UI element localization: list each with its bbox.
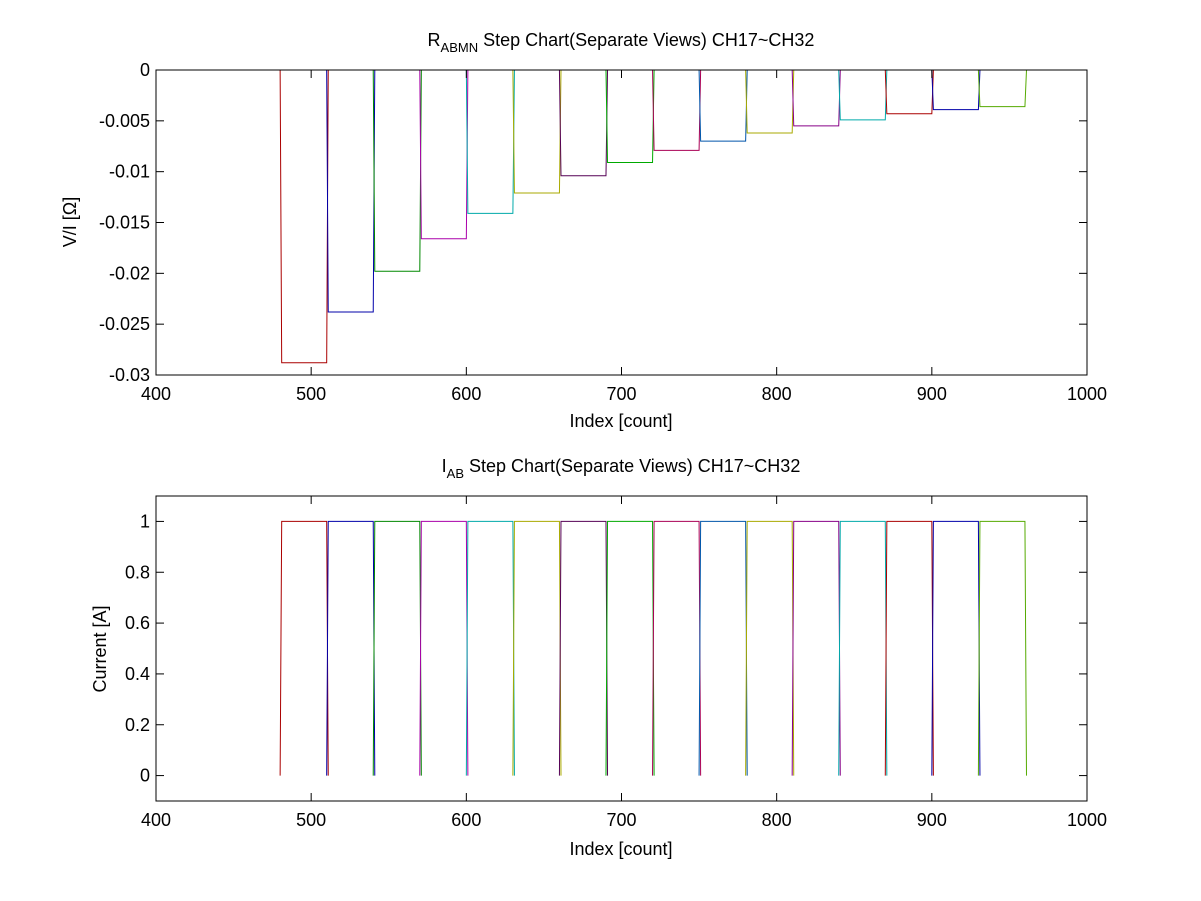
y-axis-label: Current [A] bbox=[90, 605, 110, 692]
y-tick-label: 0 bbox=[140, 60, 150, 80]
series-line-4 bbox=[419, 69, 469, 240]
series-line-12 bbox=[791, 520, 841, 776]
series-line-16 bbox=[977, 69, 1027, 108]
x-tick-label: 500 bbox=[296, 810, 326, 830]
series-line-5 bbox=[465, 69, 515, 214]
series-line-2 bbox=[326, 520, 376, 776]
y-axis-label: V/I [Ω] bbox=[60, 197, 80, 247]
chart-current: IAB Step Chart(Separate Views) CH17~CH32… bbox=[90, 456, 1107, 859]
y-tick-label: 0.2 bbox=[125, 715, 150, 735]
x-tick-label: 400 bbox=[141, 384, 171, 404]
series-line-13 bbox=[838, 69, 888, 121]
series-line-9 bbox=[652, 520, 702, 776]
y-tick-label: 0.8 bbox=[125, 562, 150, 582]
series-line-6 bbox=[512, 520, 562, 776]
plot-area: 400 500 600 700 800 900 1000 0 0.2 0.4 0.6 0.8 1 bbox=[125, 495, 1107, 830]
x-tick-label: 600 bbox=[451, 384, 481, 404]
x-tick-label: 900 bbox=[917, 810, 947, 830]
axes-frame bbox=[155, 495, 1088, 802]
series-line-10 bbox=[698, 520, 748, 776]
series-line-13 bbox=[838, 520, 888, 776]
x-tick-label: 800 bbox=[762, 384, 792, 404]
y-tick-label: -0.015 bbox=[99, 213, 150, 233]
series-line-2 bbox=[326, 69, 376, 313]
y-tick-label: 0.6 bbox=[125, 613, 150, 633]
series-line-11 bbox=[745, 69, 795, 134]
x-tick-label: 400 bbox=[141, 810, 171, 830]
title-rest: Step Chart(Separate Views) CH17~CH32 bbox=[478, 30, 814, 50]
series-line-12 bbox=[791, 69, 841, 127]
y-tick-label: -0.02 bbox=[109, 263, 150, 283]
y-tick-label: 1 bbox=[140, 511, 150, 531]
axes-frame bbox=[155, 69, 1088, 376]
plot-area: 400 500 600 700 800 900 1000 0 -0.005 -0.01 -0.015… bbox=[99, 60, 1107, 404]
series-line-1 bbox=[279, 520, 329, 776]
x-tick-label: 600 bbox=[451, 810, 481, 830]
chart-resistance: RABMN Step Chart(Separate Views) CH17~CH… bbox=[60, 30, 1107, 431]
series-line-14 bbox=[884, 69, 934, 115]
series-line-3 bbox=[372, 520, 422, 776]
y-tick-label: -0.03 bbox=[109, 365, 150, 385]
chart-title: IAB Step Chart(Separate Views) CH17~CH32 bbox=[442, 456, 801, 481]
x-axis-label: Index [count] bbox=[569, 411, 672, 431]
series-line-15 bbox=[931, 69, 981, 111]
series-line-8 bbox=[605, 69, 655, 164]
y-tick-label: 0 bbox=[140, 766, 150, 786]
x-tick-label: 700 bbox=[606, 810, 636, 830]
title-subscript: ABMN bbox=[441, 40, 479, 55]
x-tick-label: 800 bbox=[762, 810, 792, 830]
x-tick-label: 1000 bbox=[1067, 384, 1107, 404]
x-axis-label: Index [count] bbox=[569, 839, 672, 859]
series-line-7 bbox=[558, 69, 609, 177]
x-tick-label: 900 bbox=[917, 384, 947, 404]
series-line-16 bbox=[977, 520, 1027, 776]
series-line-1 bbox=[279, 69, 329, 364]
series-line-15 bbox=[931, 520, 981, 776]
chart-title: RABMN Step Chart(Separate Views) CH17~CH… bbox=[428, 30, 815, 55]
series-line-11 bbox=[745, 520, 795, 776]
x-tick-label: 500 bbox=[296, 384, 326, 404]
x-tick-label: 1000 bbox=[1067, 810, 1107, 830]
series-line-3 bbox=[372, 69, 422, 272]
y-tick-label: -0.025 bbox=[99, 314, 150, 334]
title-main: I bbox=[442, 456, 447, 476]
series-line-8 bbox=[605, 520, 655, 776]
y-tick-label: -0.01 bbox=[109, 162, 150, 182]
series-line-14 bbox=[884, 520, 934, 776]
series-line-5 bbox=[465, 520, 515, 776]
series-line-6 bbox=[512, 69, 562, 194]
x-tick-label: 700 bbox=[606, 384, 636, 404]
title-main: R bbox=[428, 30, 441, 50]
series-line-4 bbox=[419, 520, 469, 776]
series-line-10 bbox=[698, 69, 748, 142]
series-line-9 bbox=[652, 69, 702, 151]
y-tick-label: 0.4 bbox=[125, 664, 150, 684]
series-line-7 bbox=[558, 520, 609, 776]
title-rest: Step Chart(Separate Views) CH17~CH32 bbox=[464, 456, 800, 476]
title-subscript: AB bbox=[447, 466, 464, 481]
y-tick-label: -0.005 bbox=[99, 111, 150, 131]
